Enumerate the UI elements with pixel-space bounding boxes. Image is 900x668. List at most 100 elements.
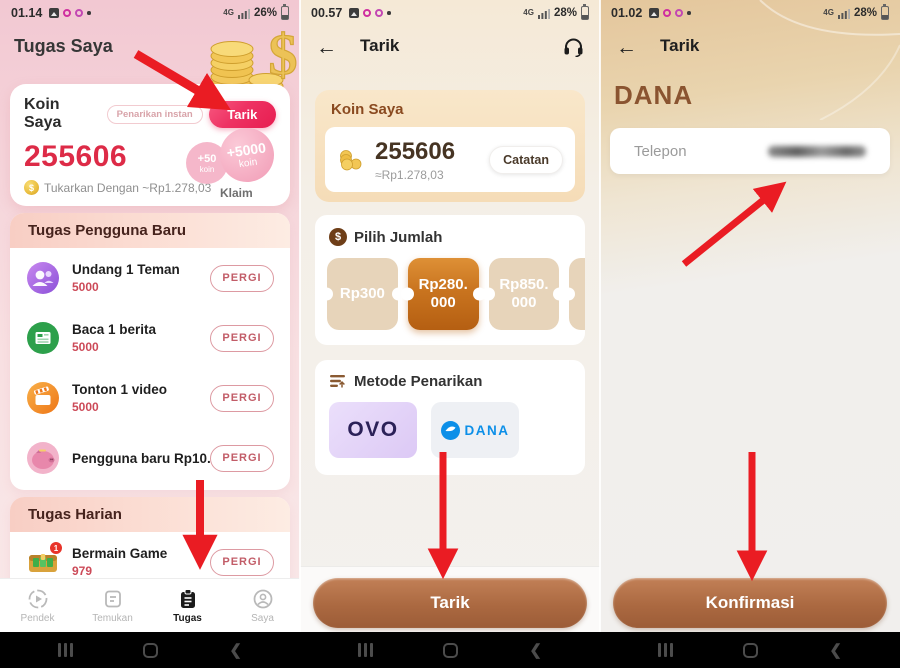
coin-approx-value: ≈Rp1.278,03 bbox=[375, 167, 444, 182]
battery-percent: 28% bbox=[853, 7, 877, 19]
header-title: Tarik bbox=[360, 36, 400, 55]
news-icon bbox=[26, 321, 60, 355]
coin-balance-label: Koin Saya bbox=[331, 101, 404, 118]
game-chest-icon: 1 bbox=[26, 542, 62, 579]
gallery-notification-icon bbox=[49, 8, 60, 18]
withdraw-cta-button[interactable]: Tarik bbox=[313, 578, 587, 628]
amount-chip[interactable]: Rp300 bbox=[327, 258, 398, 330]
go-button[interactable]: PERGI bbox=[210, 384, 274, 412]
battery-icon bbox=[581, 4, 589, 20]
signal-icon bbox=[237, 8, 250, 19]
watch-video-icon bbox=[26, 381, 60, 415]
phone-number-redacted bbox=[768, 145, 866, 157]
coin-balance-card: Koin Saya 255606 ≈Rp1.278,03 Catatan bbox=[315, 90, 585, 202]
coin-amount: 255606 bbox=[375, 137, 456, 165]
battery-icon bbox=[281, 4, 289, 20]
notes-button[interactable]: Catatan bbox=[489, 145, 563, 174]
task-row: 1 Bermain Game 979 PERGI bbox=[10, 532, 290, 592]
tab-tugas[interactable]: Tugas bbox=[150, 579, 225, 632]
app-header: ← Tarik bbox=[300, 32, 600, 64]
method-ovo[interactable]: OVO bbox=[329, 402, 417, 458]
recents-button[interactable] bbox=[58, 643, 73, 657]
back-button[interactable]: ← bbox=[616, 36, 637, 59]
instant-withdraw-pill: Penarikan instan bbox=[106, 104, 203, 124]
more-notifications-icon bbox=[687, 11, 691, 15]
tab-pendek[interactable]: Pendek bbox=[0, 579, 75, 632]
gallery-notification-icon bbox=[349, 8, 360, 18]
status-bar: 01.02 4G 28% bbox=[600, 0, 900, 26]
battery-icon bbox=[881, 4, 889, 20]
confirm-cta-button[interactable]: Konfirmasi bbox=[613, 578, 887, 628]
back-button[interactable]: ← bbox=[316, 36, 337, 59]
recents-button[interactable] bbox=[658, 643, 673, 657]
amount-chip[interactable]: Rp850.000 bbox=[488, 258, 560, 330]
task-title: Undang 1 Teman bbox=[72, 262, 180, 277]
dollar-icon: $ bbox=[329, 228, 347, 246]
task-reward: 5000 bbox=[72, 400, 99, 414]
bottom-tab-bar: Pendek Temukan Tugas Saya bbox=[0, 578, 300, 632]
signal-icon bbox=[537, 8, 550, 19]
status-bar: 00.57 4G 28% bbox=[300, 0, 600, 26]
back-nav-button[interactable]: ❮ bbox=[829, 642, 842, 659]
task-row: Pengguna baru Rp10.000 PERGI bbox=[10, 428, 290, 488]
support-headset-icon[interactable] bbox=[562, 35, 585, 62]
app-notification-icon bbox=[75, 9, 84, 17]
home-button[interactable] bbox=[143, 642, 159, 658]
clock: 01.02 bbox=[611, 6, 643, 20]
svg-text:$: $ bbox=[269, 22, 298, 87]
go-button[interactable]: PERGI bbox=[210, 264, 274, 292]
phone-label: Telepon bbox=[634, 142, 687, 160]
amount-chip-selected[interactable]: Rp280.000 bbox=[407, 258, 479, 330]
coin-icon: $ bbox=[24, 180, 39, 195]
tab-temukan[interactable]: Temukan bbox=[75, 579, 150, 632]
app-header: ← Tarik bbox=[600, 32, 900, 64]
task-row: Baca 1 berita 5000 PERGI bbox=[10, 308, 290, 368]
tab-saya[interactable]: Saya bbox=[225, 579, 300, 632]
app-notification-icon bbox=[63, 9, 72, 17]
ovo-logo: OVO bbox=[347, 418, 399, 441]
phone-field[interactable]: Telepon bbox=[610, 128, 890, 174]
section-title: Tugas Pengguna Baru bbox=[10, 213, 290, 248]
piggy-bank-icon bbox=[26, 441, 60, 475]
android-nav-bar: ❮ ❮ ❮ bbox=[0, 632, 900, 668]
back-nav-button[interactable]: ❮ bbox=[529, 642, 542, 659]
go-button[interactable]: PERGI bbox=[210, 324, 274, 352]
battery-percent: 28% bbox=[553, 7, 577, 19]
go-button[interactable]: PERGI bbox=[210, 548, 274, 576]
withdraw-button[interactable]: Tarik bbox=[208, 100, 276, 128]
network-type: 4G bbox=[823, 8, 834, 17]
screen-divider bbox=[599, 0, 601, 632]
dana-logo-icon bbox=[440, 420, 460, 440]
home-button[interactable] bbox=[443, 642, 459, 658]
more-notifications-icon bbox=[387, 11, 391, 15]
new-user-tasks-section: Tugas Pengguna Baru Undang 1 Teman 5000 … bbox=[10, 213, 290, 490]
task-reward: 979 bbox=[72, 564, 93, 578]
coin-amount: 255606 bbox=[24, 140, 128, 173]
coins-icon bbox=[340, 149, 362, 170]
screen-withdraw: 00.57 4G 28% ← Tarik Koin Saya bbox=[300, 0, 600, 632]
coin-balance-card: Koin Saya Penarikan instan Tarik 255606 … bbox=[10, 84, 290, 206]
back-nav-button[interactable]: ❮ bbox=[229, 642, 242, 659]
method-dana[interactable]: DANA bbox=[431, 402, 519, 458]
task-reward: 5000 bbox=[72, 340, 99, 354]
decorative-swirls bbox=[759, 0, 900, 120]
more-notifications-icon bbox=[87, 11, 91, 15]
task-reward: 5000 bbox=[72, 280, 99, 294]
coin-balance-label: Koin Saya bbox=[24, 96, 62, 131]
clock: 01.14 bbox=[11, 6, 43, 20]
exchange-rate-text: Tukarkan Dengan ~Rp1.278,03 bbox=[44, 180, 212, 195]
home-button[interactable] bbox=[743, 642, 759, 658]
app-notification-icon bbox=[675, 9, 684, 17]
clock: 00.57 bbox=[311, 6, 343, 20]
dana-logo: DANA bbox=[464, 422, 510, 438]
go-button[interactable]: PERGI bbox=[210, 444, 274, 472]
coin-bubble: +5000 koin bbox=[216, 124, 278, 186]
amount-chip-partial[interactable] bbox=[569, 258, 585, 330]
network-type: 4G bbox=[523, 8, 534, 17]
screen-divider bbox=[299, 0, 301, 632]
page-title: Tugas Saya bbox=[14, 36, 113, 56]
recents-button[interactable] bbox=[358, 643, 373, 657]
profile-icon bbox=[253, 589, 272, 608]
short-video-icon bbox=[28, 589, 47, 608]
